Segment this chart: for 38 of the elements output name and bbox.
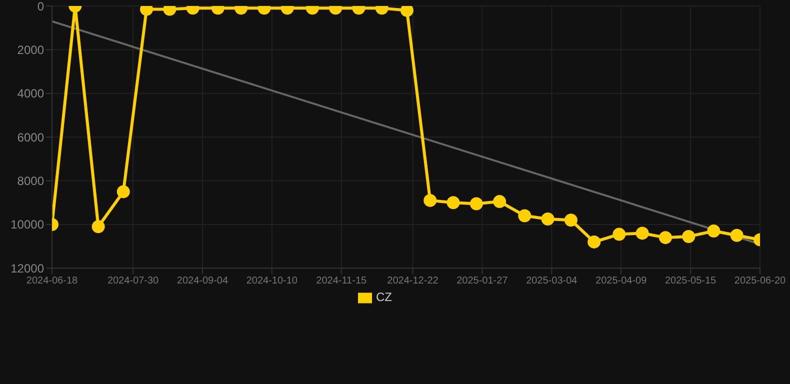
x-tick-label: 2024-12-22 bbox=[387, 275, 439, 286]
x-tick-label: 2025-04-09 bbox=[596, 275, 648, 286]
point bbox=[92, 220, 105, 234]
point bbox=[588, 235, 601, 248]
point bbox=[163, 6, 176, 16]
point bbox=[541, 212, 554, 226]
x-tick-label: 2025-01-27 bbox=[456, 275, 508, 286]
point bbox=[116, 185, 130, 198]
legend-label: CZ bbox=[376, 290, 392, 304]
point bbox=[682, 230, 696, 243]
point bbox=[400, 6, 414, 17]
point bbox=[564, 214, 578, 227]
x-tick-label: 2024-06-18 bbox=[26, 275, 78, 286]
x-tick-label: 2024-09-04 bbox=[176, 275, 228, 286]
y-tick-label: 8000 bbox=[17, 174, 44, 188]
point bbox=[658, 231, 672, 244]
y-tick-label: 10000 bbox=[10, 218, 44, 232]
x-tick-label: 2024-10-10 bbox=[246, 275, 298, 286]
point bbox=[636, 226, 649, 240]
x-tick-label: 2025-06-20 bbox=[734, 275, 786, 286]
point bbox=[493, 195, 506, 208]
y-tick-label: 2000 bbox=[17, 42, 44, 57]
point bbox=[470, 197, 483, 210]
x-tick-label: 2024-07-30 bbox=[107, 275, 160, 286]
y-tick-label: 4000 bbox=[17, 86, 44, 101]
x-tick-label: 2025-05-15 bbox=[664, 275, 717, 286]
point bbox=[707, 224, 720, 238]
point bbox=[446, 196, 460, 210]
point bbox=[140, 6, 154, 16]
y-tick-label: 0 bbox=[37, 0, 44, 14]
point bbox=[612, 228, 626, 241]
x-tick-label: 2024-11-15 bbox=[316, 275, 368, 286]
y-tick-label: 6000 bbox=[17, 130, 44, 144]
x-tick-label: 2025-03-04 bbox=[526, 275, 578, 286]
y-tick-label: 12000 bbox=[10, 261, 44, 276]
point bbox=[730, 228, 744, 242]
point bbox=[518, 209, 532, 222]
point bbox=[424, 194, 437, 207]
